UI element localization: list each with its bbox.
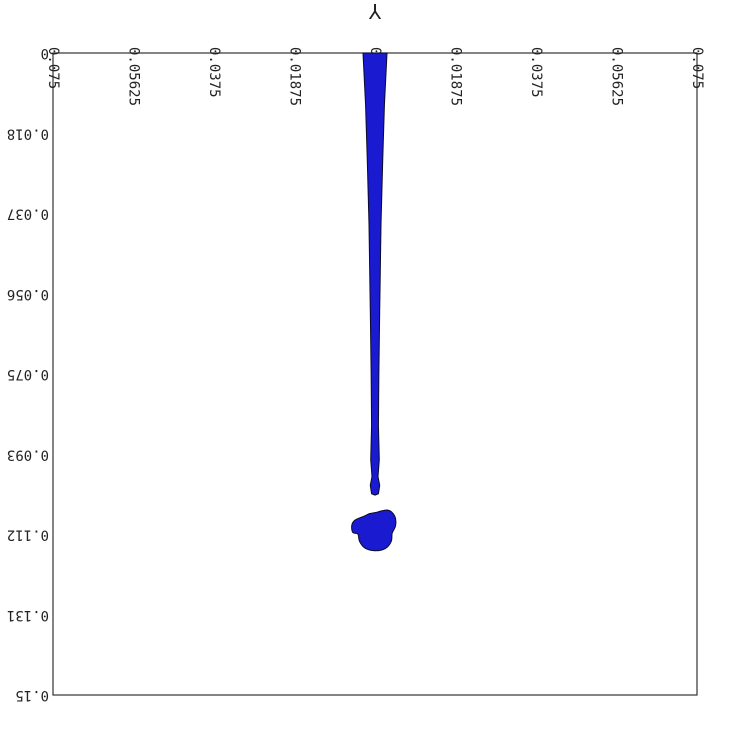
- y-tick-label: 0.075: [7, 366, 49, 382]
- x-tick-label: 0.0375: [206, 47, 222, 98]
- x-tick-label: 0.0375: [528, 47, 544, 98]
- x-tick-label: 0.075: [45, 47, 61, 89]
- x-tick-label: 0.075: [689, 47, 705, 89]
- y-tick-label: 0.131: [7, 607, 49, 623]
- x-tick-label: 0.05625: [609, 47, 625, 106]
- fluid-shapes: [351, 52, 397, 552]
- y-tick-label: 0.056: [7, 286, 49, 302]
- y-tick-label: 0.112: [7, 527, 49, 543]
- x-tick-label: 0.01875: [287, 47, 303, 106]
- x-tick-label: 0.01875: [448, 47, 464, 106]
- droplet-shape: [351, 509, 397, 552]
- x-tick-label: 0.05625: [126, 47, 142, 106]
- x-axis-title: Y: [368, 0, 382, 23]
- y-tick-label: 0.037: [7, 206, 49, 222]
- y-tick-label: 0.15: [15, 687, 49, 703]
- filament-shape: [362, 52, 388, 496]
- y-tick-labels: 0 0.018 0.037 0.056 0.075 0.093 0.112 0.131 0.15: [7, 45, 49, 703]
- y-tick-label: 0.093: [7, 446, 49, 462]
- y-tick-label: 0.018: [7, 125, 49, 141]
- x-tick-labels: 0.075 0.05625 0.0375 0.01875 0 0.01875 0.0375 0…: [45, 47, 705, 106]
- y-tick-label: 0: [41, 45, 49, 61]
- x-tick-label: 0: [367, 47, 383, 55]
